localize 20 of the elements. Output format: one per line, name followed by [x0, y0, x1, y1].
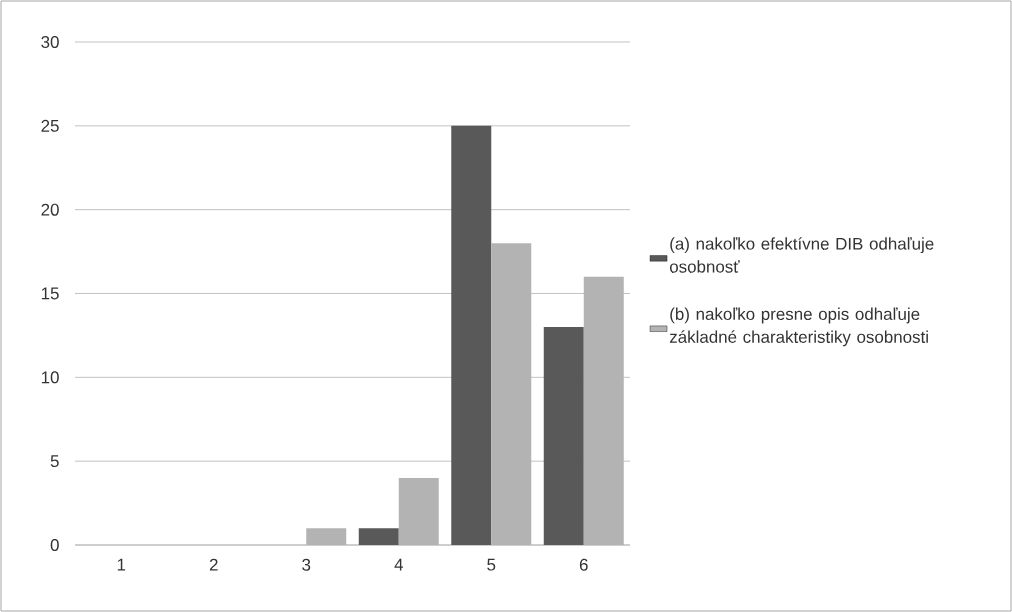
x-tick-label: 2: [209, 558, 218, 571]
x-tick-label: 5: [487, 558, 496, 571]
legend-label: (b) nakoľko presne opis odhaľuje základné charakteristiky osobnosti: [669, 307, 928, 347]
bar: [358, 528, 399, 545]
bar: [543, 327, 584, 545]
bar: [306, 528, 347, 545]
x-tick-label: 4: [394, 558, 403, 571]
bar: [451, 125, 492, 545]
y-tick-label: 20: [41, 203, 59, 216]
legend-label: (a) nakoľko efektívne DIB odhaľuje osobnosť: [669, 237, 934, 273]
x-tick-label: 3: [302, 558, 311, 571]
y-tick-label: 10: [41, 371, 59, 384]
x-tick-label: 1: [117, 558, 126, 571]
y-tick-label: 25: [41, 119, 59, 132]
y-tick-label: 30: [41, 35, 59, 48]
x-tick-label: 6: [579, 558, 588, 571]
y-tick-label: 5: [50, 455, 59, 468]
y-tick-label: 15: [41, 287, 59, 300]
bar: [398, 477, 439, 545]
y-tick-label: 0: [50, 539, 59, 551]
